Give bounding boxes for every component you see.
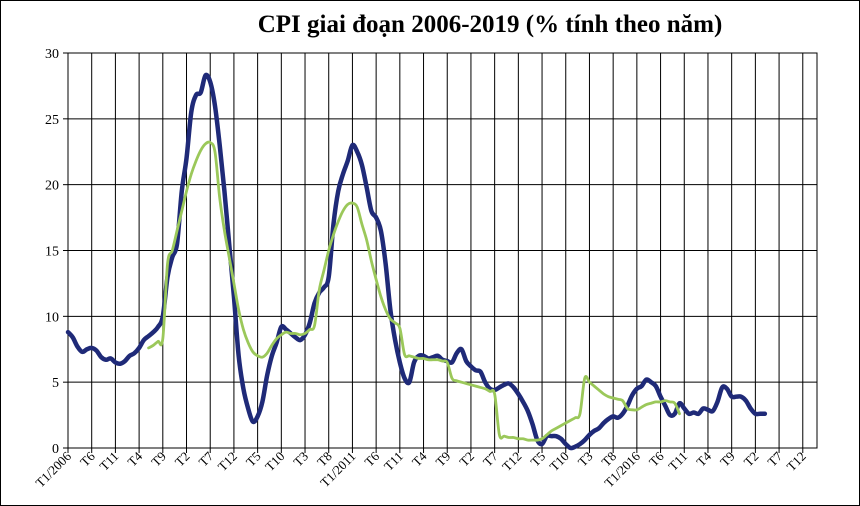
x-tick-label: T6 [361,448,382,469]
plot-area-border [67,52,818,449]
x-tick-label: T7 [480,448,501,469]
x-tick-label: T2 [456,449,477,470]
x-tick-label: T7 [196,448,217,469]
y-tick-label: 15 [45,245,59,260]
y-tick-label: 5 [52,376,59,391]
x-tick-label: T9 [717,449,738,470]
x-tick-label: T11 [96,449,121,474]
y-tick-label: 0 [52,442,59,457]
x-tick-label: T11 [381,449,406,474]
x-tick-label: T4 [124,448,145,469]
y-tick-label: 20 [45,179,59,194]
series-line-2 [147,140,681,442]
x-tick-label: T4 [409,448,430,469]
x-tick-label: T10 [546,449,571,474]
grid [67,52,817,449]
x-tick-label: T11 [665,449,690,474]
x-tick-label: T12 [215,449,240,474]
x-tick-label: T5 [243,449,264,470]
y-tick-label: 30 [45,47,59,62]
x-tick-label: T2 [741,449,762,470]
x-tick-label: T3 [290,449,311,470]
x-tick-label: T7 [764,448,785,469]
chart-title: CPI giai đoạn 2006-2019 (% tính theo năm… [257,11,723,38]
x-tick-label: T2 [172,449,193,470]
x-tick-label: T12 [783,449,808,474]
axes [63,52,818,453]
x-tick-label: T4 [693,448,714,469]
x-tick-label: T9 [148,449,169,470]
x-tick-label: T10 [262,449,287,474]
series-lines [65,72,768,451]
x-tick-label: T12 [499,449,524,474]
y-tick-label: 10 [45,310,59,325]
x-tick-label: T6 [646,448,667,469]
x-tick-label: T5 [527,449,548,470]
x-tick-label: T6 [77,448,98,469]
y-tick-label: 25 [45,113,59,128]
x-tick-label: T9 [433,449,454,470]
x-tick-label: T3 [575,449,596,470]
